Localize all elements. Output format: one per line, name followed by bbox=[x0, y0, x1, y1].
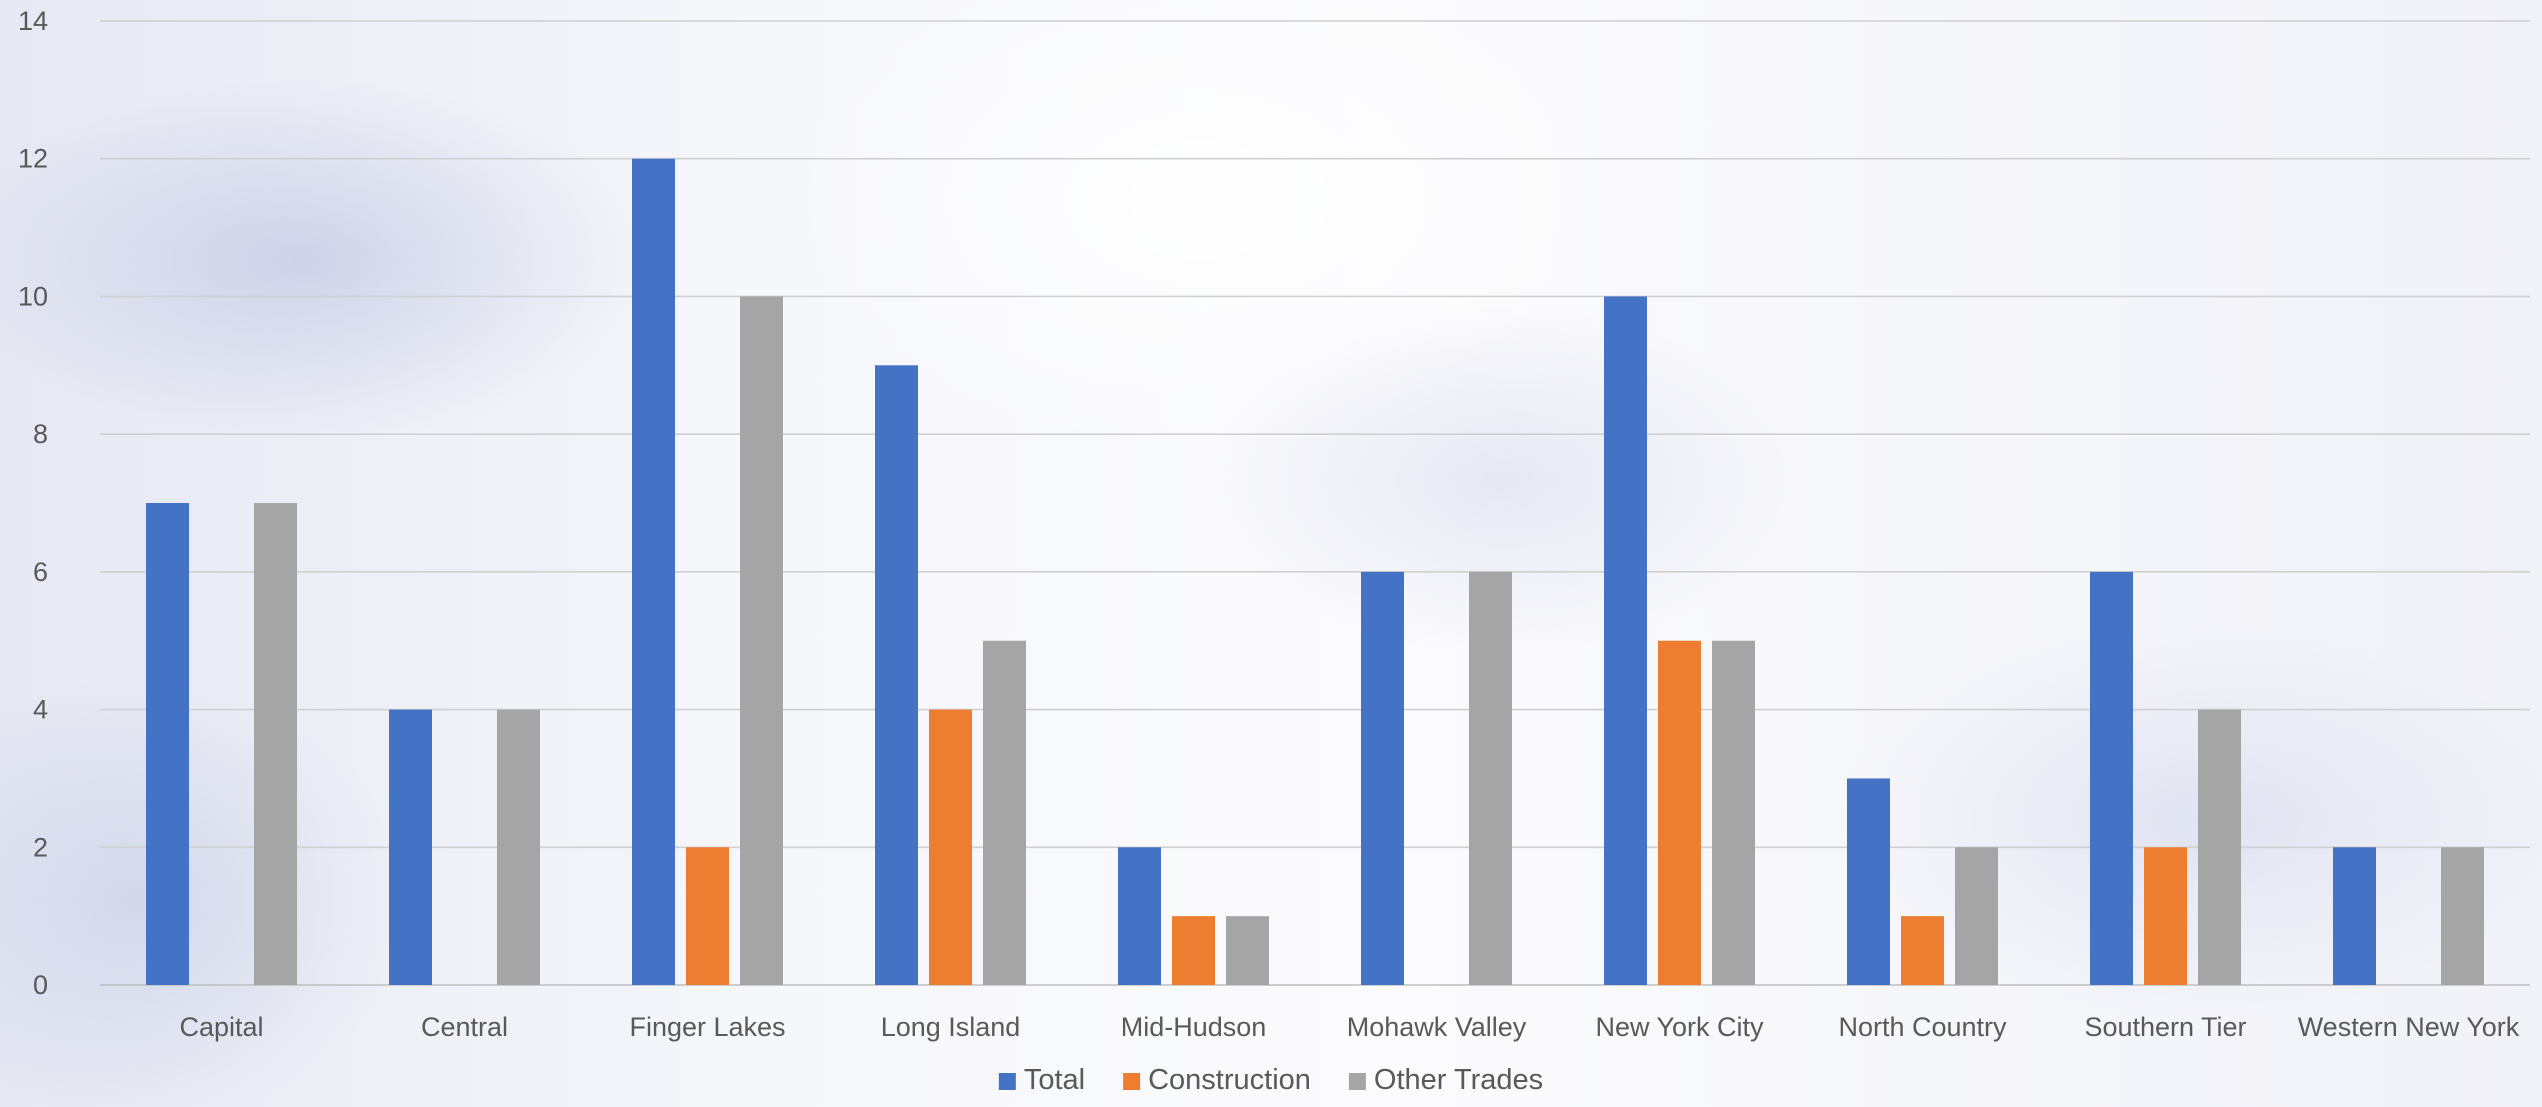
legend-label: Construction bbox=[1148, 1064, 1311, 1096]
bar-total-finger-lakes bbox=[632, 158, 675, 985]
x-axis: Capital Central Finger Lakes Long Island Mid… bbox=[179, 1012, 2519, 1042]
y-tick-label: 10 bbox=[18, 281, 48, 311]
y-tick-label: 0 bbox=[33, 970, 48, 1000]
bar-total-new-york-city bbox=[1604, 296, 1647, 985]
bar-other-trades-central bbox=[497, 709, 540, 985]
legend-swatch bbox=[1348, 1073, 1366, 1090]
bar-other-trades-western-new-york bbox=[2441, 847, 2484, 985]
y-tick-label: 2 bbox=[33, 832, 48, 862]
bar-other-trades-capital bbox=[254, 503, 297, 985]
bar-total-western-new-york bbox=[2333, 847, 2376, 985]
bar-total-southern-tier bbox=[2090, 571, 2133, 985]
bar-other-trades-finger-lakes bbox=[740, 296, 783, 985]
y-tick-label: 12 bbox=[18, 144, 48, 174]
legend-swatch bbox=[998, 1073, 1016, 1090]
bar-construction-mid-hudson bbox=[1172, 916, 1215, 985]
legend: Total Construction Other Trades bbox=[998, 1064, 1543, 1096]
bars bbox=[146, 158, 2484, 985]
x-tick-label: Mohawk Valley bbox=[1347, 1012, 1527, 1042]
legend-item-construction: Construction bbox=[1123, 1064, 1311, 1096]
y-tick-label: 6 bbox=[33, 557, 48, 587]
bar-construction-long-island bbox=[929, 709, 972, 985]
x-tick-label: Mid-Hudson bbox=[1121, 1012, 1267, 1042]
bar-construction-southern-tier bbox=[2144, 847, 2187, 985]
y-tick-label: 4 bbox=[33, 695, 48, 725]
x-tick-label: Central bbox=[421, 1012, 508, 1042]
x-tick-label: Western New York bbox=[2298, 1012, 2520, 1042]
y-tick-label: 8 bbox=[33, 419, 48, 449]
bar-other-trades-north-country bbox=[1955, 847, 1998, 985]
bar-construction-new-york-city bbox=[1658, 640, 1701, 985]
x-tick-label: Finger Lakes bbox=[629, 1012, 785, 1042]
bar-other-trades-mid-hudson bbox=[1226, 916, 1269, 985]
bar-other-trades-long-island bbox=[983, 640, 1026, 985]
bar-other-trades-mohawk-valley bbox=[1469, 571, 1512, 985]
x-tick-label: Long Island bbox=[881, 1012, 1021, 1042]
bar-other-trades-new-york-city bbox=[1712, 640, 1755, 985]
legend-item-other-trades: Other Trades bbox=[1348, 1064, 1543, 1096]
bar-total-capital bbox=[146, 503, 189, 985]
gridlines bbox=[100, 20, 2530, 986]
x-tick-label: Capital bbox=[179, 1012, 263, 1042]
bar-total-mohawk-valley bbox=[1361, 571, 1404, 985]
legend-swatch bbox=[1123, 1073, 1141, 1090]
bar-other-trades-southern-tier bbox=[2198, 709, 2241, 985]
bar-total-north-country bbox=[1847, 778, 1890, 985]
x-tick-label: North Country bbox=[1838, 1012, 2007, 1042]
x-tick-label: New York City bbox=[1595, 1012, 1764, 1042]
legend-label: Other Trades bbox=[1374, 1064, 1543, 1096]
bar-total-mid-hudson bbox=[1118, 847, 1161, 985]
bar-construction-north-country bbox=[1901, 916, 1944, 985]
legend-label: Total bbox=[1024, 1064, 1085, 1096]
x-tick-label: Southern Tier bbox=[2084, 1012, 2246, 1042]
bar-total-central bbox=[389, 709, 432, 985]
bar-construction-finger-lakes bbox=[686, 847, 729, 985]
y-tick-label: 14 bbox=[18, 6, 48, 36]
legend-item-total: Total bbox=[998, 1064, 1085, 1096]
bar-total-long-island bbox=[875, 365, 918, 985]
y-axis: 0 2 4 6 8 10 12 14 bbox=[18, 6, 48, 1000]
